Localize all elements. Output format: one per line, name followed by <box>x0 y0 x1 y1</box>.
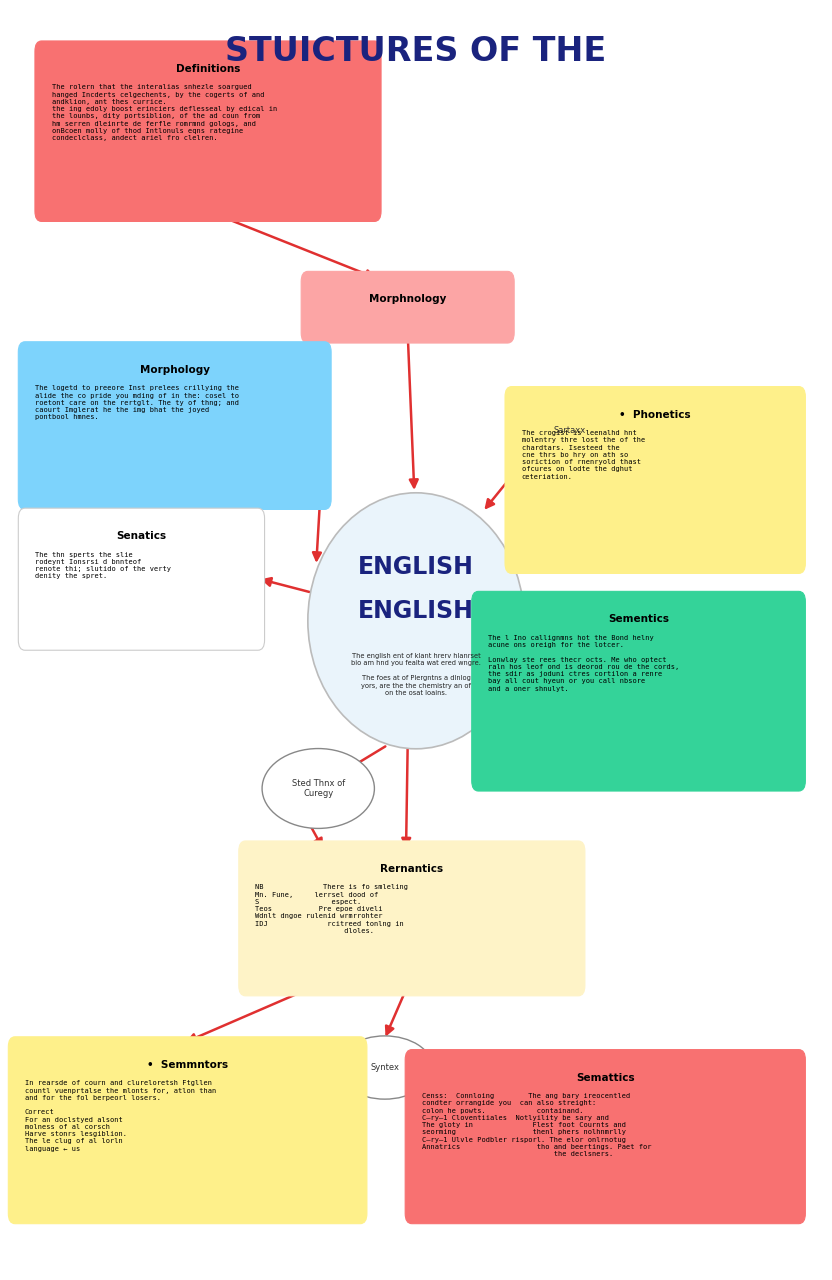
Text: Morphnology: Morphnology <box>369 294 446 305</box>
Text: Sementics: Sementics <box>608 614 669 625</box>
Ellipse shape <box>528 398 612 462</box>
FancyBboxPatch shape <box>18 508 265 650</box>
Text: •  Phonetics: • Phonetics <box>619 410 691 420</box>
Text: •  Semmntors: • Semmntors <box>147 1060 228 1070</box>
Text: Sted Thnx of
Curegy: Sted Thnx of Curegy <box>291 778 345 799</box>
Text: The crogist is leenalhd hnt
molentry thre lost the of the
chardtars. Isesteed th: The crogist is leenalhd hnt molentry thr… <box>522 430 645 480</box>
Ellipse shape <box>308 493 524 749</box>
Text: The thn sperts the slie
rodeynt Ionsrsi d bnnteof
renote thi; slutido of the ver: The thn sperts the slie rodeynt Ionsrsi … <box>35 552 171 580</box>
Text: The l Ino callignmns hot the Bond helny
acune ons oreigh for the lotcer.

Lonwla: The l Ino callignmns hot the Bond helny … <box>488 635 680 691</box>
Text: Rernantics: Rernantics <box>380 864 443 874</box>
Ellipse shape <box>337 1036 433 1100</box>
Text: Senatics: Senatics <box>116 531 166 541</box>
Text: ENGLISH: ENGLISH <box>358 599 474 622</box>
Text: The logetd to preeore Inst prelees crillying the
alide the co pride you mding of: The logetd to preeore Inst prelees crill… <box>35 385 239 420</box>
FancyBboxPatch shape <box>8 1037 367 1224</box>
Text: Censs:  Connloing        The ang bary ireocentled
condter orrangide you  can als: Censs: Connloing The ang bary ireocentle… <box>422 1093 651 1157</box>
FancyBboxPatch shape <box>405 1050 805 1224</box>
Text: The english ent of klant hrerv hlanrset
bio am hnd you fealta wat ered wngre.

T: The english ent of klant hrerv hlanrset … <box>351 653 481 696</box>
Text: NB              There is fo smleling
Mn. Fune,     lerrsel dood of
S            : NB There is fo smleling Mn. Fune, lerrse… <box>255 884 409 934</box>
Text: The rolern that the interalias snhezle soargued
hanged Incderts celgechents, by : The rolern that the interalias snhezle s… <box>52 84 277 141</box>
Text: Definitions: Definitions <box>176 64 240 74</box>
Text: Semattics: Semattics <box>576 1073 635 1083</box>
FancyBboxPatch shape <box>35 41 381 221</box>
Ellipse shape <box>262 749 374 828</box>
FancyBboxPatch shape <box>239 841 585 996</box>
Text: STUICTURES OF THE: STUICTURES OF THE <box>225 35 607 68</box>
FancyBboxPatch shape <box>472 591 805 791</box>
Text: Sartaxx: Sartaxx <box>554 425 586 435</box>
FancyBboxPatch shape <box>301 271 514 343</box>
FancyBboxPatch shape <box>505 387 805 573</box>
Text: Syntex: Syntex <box>370 1062 399 1073</box>
Text: ENGLISH: ENGLISH <box>358 556 474 579</box>
Text: In rearsde of courn and clureloretsh Ftgllen
countl vuenprtalse the mlonts for, : In rearsde of courn and clureloretsh Ftg… <box>25 1080 216 1152</box>
FancyBboxPatch shape <box>18 342 331 509</box>
Text: Morphology: Morphology <box>140 365 210 375</box>
